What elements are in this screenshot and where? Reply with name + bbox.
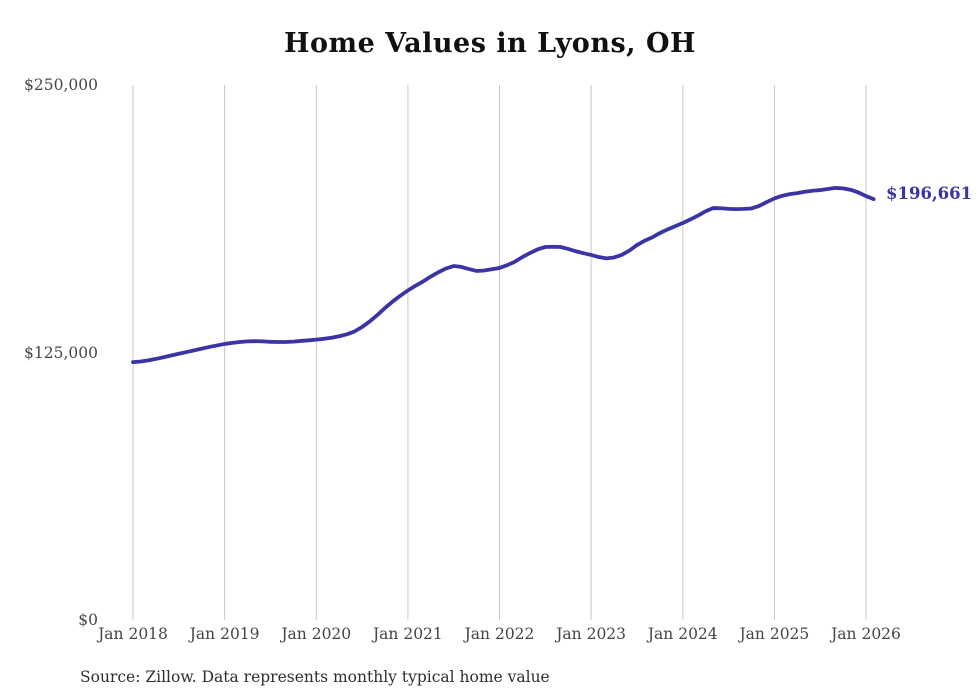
source-note: Source: Zillow. Data represents monthly … [80,668,550,686]
x-tick-label: Jan 2024 [647,625,718,643]
gridline-group [132,85,867,620]
plot-area [131,85,876,620]
y-tick-label: $125,000 [24,343,98,362]
x-tick-label: Jan 2018 [98,625,168,643]
x-tick-label: Jan 2019 [189,625,260,643]
x-tick-label: Jan 2021 [372,625,443,643]
x-tick-label: Jan 2026 [831,625,901,643]
chart-title: Home Values in Lyons, OH [284,28,696,59]
x-tick-label: Jan 2020 [281,625,352,643]
x-tick-label: Jan 2022 [464,625,535,643]
x-tick-label: Jan 2023 [556,625,627,643]
y-tick-label: $250,000 [24,76,98,94]
x-tick-label: Jan 2025 [739,625,810,643]
home-value-line [131,186,876,365]
latest-value-label: $196,661 [886,184,973,203]
y-tick-label: $0 [78,611,98,629]
